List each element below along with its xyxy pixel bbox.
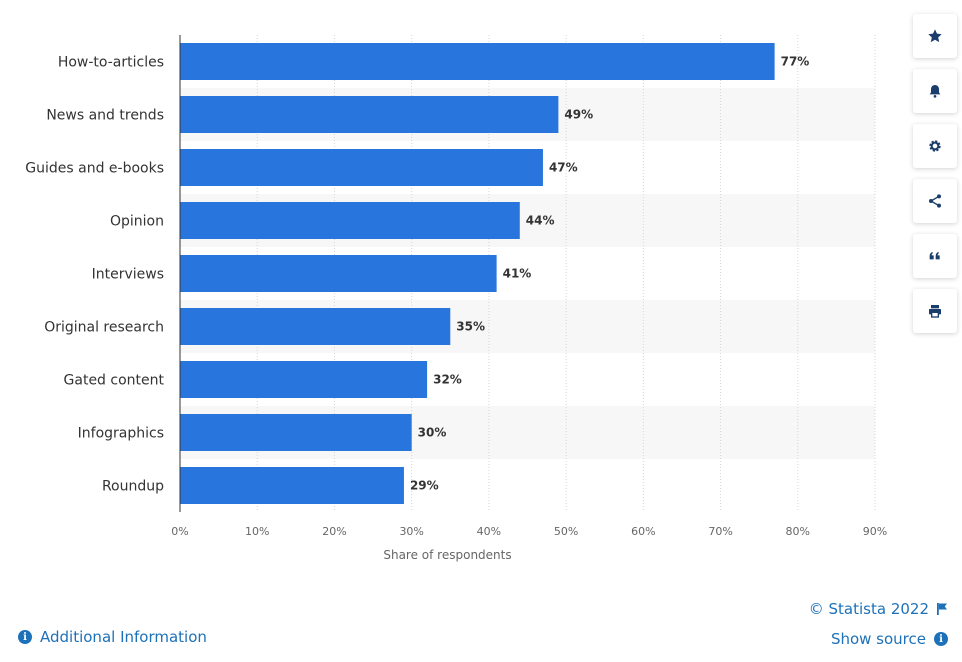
x-tick-label: 0% (171, 525, 188, 538)
print-button[interactable] (913, 289, 957, 333)
x-tick-label: 60% (631, 525, 655, 538)
category-label: Interviews (92, 267, 164, 283)
category-label: Opinion (110, 214, 164, 230)
share-icon (929, 194, 941, 208)
gear-icon (929, 140, 941, 152)
x-tick-label: 80% (786, 525, 810, 538)
category-label: Infographics (78, 426, 164, 442)
x-tick-labels: 0% 10% 20% 30% 40% 50% 60% 70% 80% 90% (171, 525, 887, 538)
bar[interactable] (180, 149, 543, 186)
data-label: 49% (564, 108, 593, 122)
bar[interactable] (180, 414, 412, 451)
data-label: 44% (526, 214, 555, 228)
bars-group (180, 43, 775, 504)
x-axis-title: Share of respondents (383, 548, 511, 562)
data-label: 35% (456, 320, 485, 334)
additional-information-label: Additional Information (40, 628, 207, 646)
notification-button[interactable] (913, 69, 957, 113)
bar-chart: How-to-articles News and trends Guides and… (25, 35, 887, 562)
print-icon (929, 305, 941, 318)
star-icon (928, 29, 942, 43)
flag-icon[interactable] (937, 603, 948, 615)
share-button[interactable] (913, 179, 957, 223)
bar[interactable] (180, 96, 559, 133)
data-label: 77% (781, 55, 810, 69)
bar[interactable] (180, 467, 404, 504)
bar[interactable] (180, 202, 520, 239)
x-tick-label: 30% (399, 525, 423, 538)
additional-information-link[interactable]: i Additional Information (18, 628, 207, 646)
x-tick-label: 50% (554, 525, 578, 538)
data-label: 32% (433, 373, 462, 387)
category-labels: How-to-articles News and trends Guides and… (25, 55, 164, 495)
x-tick-label: 70% (708, 525, 732, 538)
bell-icon (929, 85, 941, 98)
copyright-row: © Statista 2022 (809, 600, 948, 618)
bar[interactable] (180, 308, 451, 345)
category-label: Roundup (102, 479, 164, 495)
x-tick-label: 40% (477, 525, 501, 538)
bar[interactable] (180, 255, 497, 292)
copyright-text: © Statista 2022 (808, 600, 929, 618)
category-label: News and trends (46, 108, 164, 124)
category-label: Original research (44, 320, 164, 336)
cite-button[interactable] (913, 234, 957, 278)
data-label: 41% (503, 267, 532, 281)
data-label: 29% (410, 479, 439, 493)
category-label: Gated content (64, 373, 165, 389)
quote-icon (929, 252, 940, 260)
category-label: How-to-articles (58, 55, 164, 71)
settings-button[interactable] (913, 124, 957, 168)
x-tick-label: 10% (245, 525, 269, 538)
category-label: Guides and e-books (25, 161, 164, 177)
info-icon: i (934, 632, 948, 646)
info-icon: i (18, 630, 32, 644)
data-label: 47% (549, 161, 578, 175)
data-label: 30% (418, 426, 447, 440)
x-tick-label: 20% (322, 525, 346, 538)
favorite-button[interactable] (913, 14, 957, 58)
toolbar (913, 14, 959, 344)
bar[interactable] (180, 361, 428, 398)
show-source-label: Show source (830, 630, 926, 648)
x-tick-label: 90% (863, 525, 887, 538)
data-labels: 77% 49% 47% 44% 41% 35% 32% 30% 29% (410, 55, 809, 493)
show-source-link[interactable]: Show source i (831, 630, 948, 648)
bar[interactable] (180, 43, 775, 80)
